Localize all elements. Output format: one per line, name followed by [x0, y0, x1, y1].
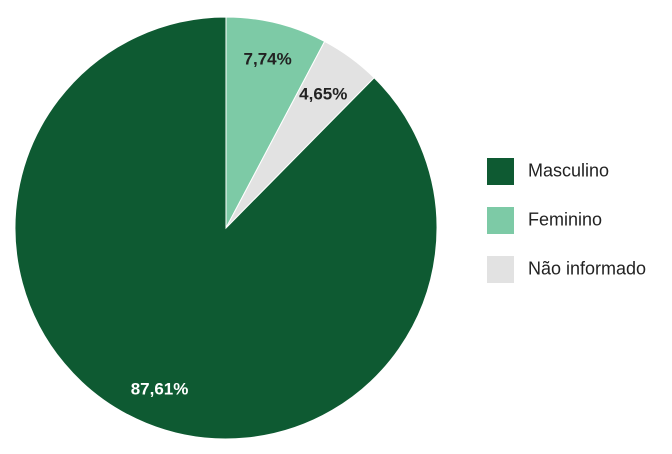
pie-slice-masculino	[14, 16, 438, 440]
slice-labels: 7,74% 4,65% 87,61%	[131, 50, 348, 399]
legend: Masculino Feminino Não informado	[487, 158, 646, 283]
legend-label-nao-informado: Não informado	[528, 258, 646, 278]
pie-slices	[14, 16, 438, 440]
legend-swatch-nao-informado	[487, 256, 514, 283]
slice-label-masculino: 87,61%	[131, 380, 189, 399]
legend-label-masculino: Masculino	[528, 160, 609, 180]
legend-swatch-feminino	[487, 207, 514, 234]
legend-swatch-masculino	[487, 158, 514, 185]
pie-slice-feminino	[225, 16, 326, 229]
slice-label-nao-informado: 4,65%	[299, 85, 347, 104]
slice-label-feminino: 7,74%	[244, 50, 292, 69]
legend-label-feminino: Feminino	[528, 209, 602, 229]
